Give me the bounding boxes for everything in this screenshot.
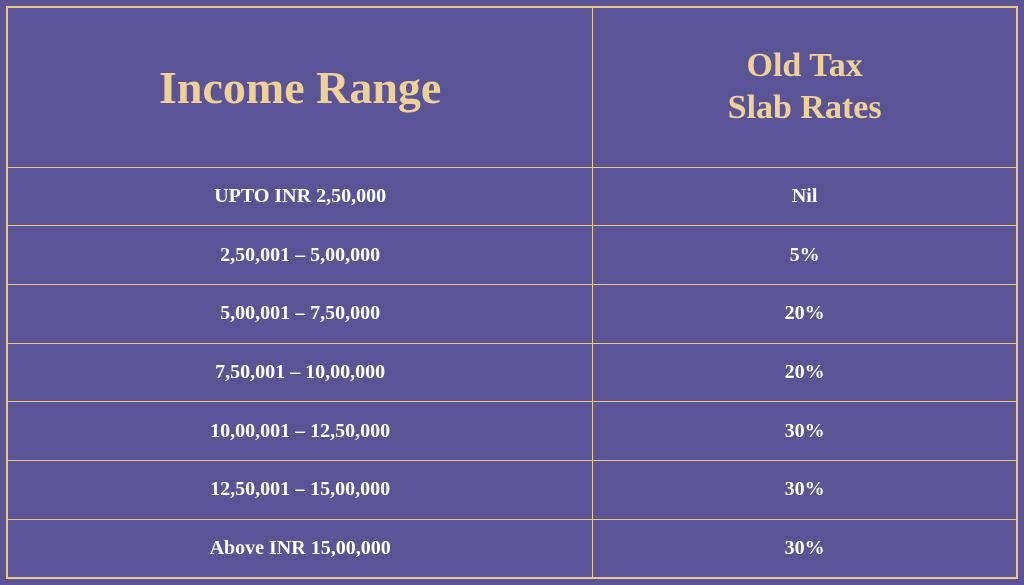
income-range-cell: 5,00,001 – 7,50,000 — [7, 284, 593, 343]
header-old-tax-slab: Old Tax Slab Rates — [593, 7, 1017, 167]
table-row: 12,50,001 – 15,00,000 30% — [7, 461, 1017, 520]
table-row: 7,50,001 – 10,00,000 20% — [7, 343, 1017, 402]
table-row: UPTO INR 2,50,000 Nil — [7, 167, 1017, 226]
income-range-cell: 7,50,001 – 10,00,000 — [7, 343, 593, 402]
table-row: 10,00,001 – 12,50,000 30% — [7, 402, 1017, 461]
tax-rate-cell: 30% — [593, 402, 1017, 461]
tax-slab-table: Income Range Old Tax Slab Rates UPTO INR… — [6, 6, 1018, 579]
tax-rate-cell: 20% — [593, 343, 1017, 402]
header-old-tax-line1: Old Tax — [747, 47, 863, 84]
table-header-row: Income Range Old Tax Slab Rates — [7, 7, 1017, 167]
tax-rate-cell: 30% — [593, 519, 1017, 578]
table-row: 2,50,001 – 5,00,000 5% — [7, 226, 1017, 285]
header-income-range: Income Range — [7, 7, 593, 167]
tax-rate-cell: 5% — [593, 226, 1017, 285]
tax-rate-cell: Nil — [593, 167, 1017, 226]
tax-rate-cell: 20% — [593, 284, 1017, 343]
header-old-tax-line2: Slab Rates — [728, 89, 882, 126]
table-row: Above INR 15,00,000 30% — [7, 519, 1017, 578]
income-range-cell: 2,50,001 – 5,00,000 — [7, 226, 593, 285]
income-range-cell: UPTO INR 2,50,000 — [7, 167, 593, 226]
tax-rate-cell: 30% — [593, 461, 1017, 520]
income-range-cell: 12,50,001 – 15,00,000 — [7, 461, 593, 520]
income-range-cell: Above INR 15,00,000 — [7, 519, 593, 578]
income-range-cell: 10,00,001 – 12,50,000 — [7, 402, 593, 461]
table-row: 5,00,001 – 7,50,000 20% — [7, 284, 1017, 343]
